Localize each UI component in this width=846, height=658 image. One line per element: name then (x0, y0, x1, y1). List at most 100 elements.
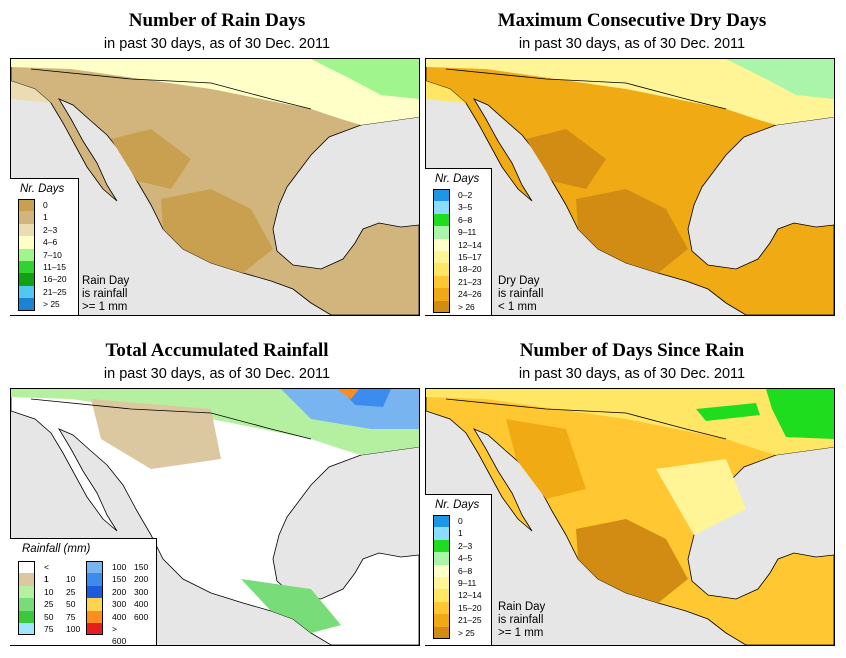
legend-range-low: 50 (44, 611, 54, 622)
legend-label: 6–8 (458, 565, 473, 576)
note-line-2: is rainfall (82, 288, 128, 300)
region-south-dry (576, 189, 688, 273)
legend-label: > 25 (43, 299, 60, 310)
region-central-dry (506, 419, 586, 499)
legend-range-high: 400 (134, 599, 149, 610)
region-northwest (426, 81, 466, 103)
legend-range-high: 10 (66, 574, 76, 585)
region-northwest (11, 81, 51, 103)
region-south-green (241, 579, 341, 633)
legend-range-low: 100 (112, 562, 127, 572)
note-line-1: Dry Day (498, 275, 540, 287)
legend-swatch (18, 285, 35, 299)
legend-swatch (433, 275, 450, 289)
legend-range-high: 25 (66, 586, 76, 597)
legend-swatch (18, 610, 35, 623)
region-central-tan (91, 399, 221, 469)
region-northeast-green (766, 389, 834, 439)
region-central-dry (111, 129, 191, 189)
legend-swatch (433, 213, 450, 227)
legend-range-high: 75 (66, 611, 76, 622)
note-line-3: >= 1 mm (82, 301, 128, 313)
legend-since-rain: Nr. Days 0 1 2–3 4–5 6–8 9–11 12–14 15–20 21–25 >… (425, 494, 492, 645)
legend-label: 3–5 (458, 202, 473, 213)
legend-title: Nr. Days (20, 183, 65, 195)
legend-swatch (433, 552, 450, 565)
region-north-green (311, 59, 419, 99)
legend-swatch (433, 226, 450, 239)
legend-swatch (86, 610, 103, 623)
legend-swatch (433, 250, 450, 264)
legend-swatch (18, 598, 35, 611)
border-line (445, 68, 727, 110)
border-line (30, 398, 312, 440)
panel-title: Number of Rain Days (128, 10, 306, 31)
legend-label: > 25 (458, 627, 475, 638)
legend-note: Rain Day is rainfall >= 1 mm (82, 275, 129, 314)
region-north-light (11, 59, 419, 125)
map-dry-days (425, 58, 835, 316)
legend-swatch (18, 236, 35, 249)
legend-label: 0 (43, 200, 48, 210)
panel-subtitle: in past 30 days, as of 30 Dec. 2011 (518, 36, 746, 52)
legend-swatch (86, 573, 103, 586)
legend-swatch (433, 263, 450, 276)
legend-swatch (433, 589, 450, 602)
legend-range-high: 50 (66, 599, 76, 610)
panel-title: Total Accumulated Rainfall (105, 340, 329, 361)
legend-swatch (18, 298, 35, 311)
region-north-green-band (696, 403, 760, 421)
legend-label: 21–25 (458, 615, 482, 626)
legend-range-high: 600 (134, 611, 149, 622)
legend-swatch (433, 576, 450, 590)
legend-swatch (18, 248, 35, 261)
legend-swatch (433, 539, 450, 553)
legend-swatch (433, 601, 450, 615)
legend-label: 1 (43, 212, 48, 223)
legend-swatch (433, 189, 450, 202)
legend-range-low: < 1 (44, 562, 49, 585)
legend-swatch (86, 585, 103, 599)
legend-range-low: 10 (44, 586, 54, 597)
legend-note: Rain Day is rainfall >= 1 mm (498, 601, 545, 640)
note-line-3: < 1 mm (498, 301, 537, 313)
legend-swatch (433, 238, 450, 251)
legend-swatch (433, 614, 450, 627)
note-line-2: is rainfall (498, 614, 544, 626)
region-max-orange (337, 389, 359, 399)
legend-swatch (18, 199, 35, 212)
legend-label: 4–5 (458, 553, 473, 564)
legend-rain-days: Nr. Days 0 1 2–3 4–6 7–10 11–15 16–20 21–25 > 25 (10, 178, 79, 315)
note-line-2: is rainfall (498, 288, 544, 300)
legend-range-low: 300 (112, 599, 127, 610)
panel-title: Maximum Consecutive Dry Days (497, 10, 767, 31)
legend-swatch (433, 527, 450, 540)
legend-swatch (433, 300, 450, 313)
note-line-3: >= 1 mm (498, 627, 544, 639)
legend-rainfall: Rainfall (mm) < 1 1 10 10 25 25 50 50 75 75 100 10… (10, 538, 157, 647)
legend-label: 2–3 (458, 540, 473, 551)
note-line-1: Rain Day (82, 275, 130, 287)
legend-title: Nr. Days (435, 499, 480, 511)
map-canvas (11, 389, 419, 645)
legend-label: 16–20 (43, 274, 67, 285)
map-canvas (11, 59, 419, 315)
legend-range-high: 150 (134, 562, 149, 572)
region-south-dry (161, 189, 273, 273)
legend-label: 6–8 (458, 214, 473, 225)
legend-swatch (433, 626, 450, 639)
legend-swatch (18, 585, 35, 599)
legend-title: Nr. Days (435, 173, 480, 185)
border-line (30, 68, 312, 110)
legend-swatch (433, 515, 450, 528)
map-since-rain (425, 388, 835, 646)
legend-label: 24–26 (458, 289, 482, 300)
legend-range-low: > 600 (112, 623, 127, 647)
legend-label: 4–6 (43, 237, 58, 248)
legend-swatch (86, 561, 103, 574)
legend-title: Rainfall (mm) (22, 543, 91, 555)
region-central-dry (526, 129, 606, 189)
legend-swatch (18, 223, 35, 237)
legend-swatch (18, 622, 35, 636)
legend-range-high: 300 (134, 586, 149, 597)
